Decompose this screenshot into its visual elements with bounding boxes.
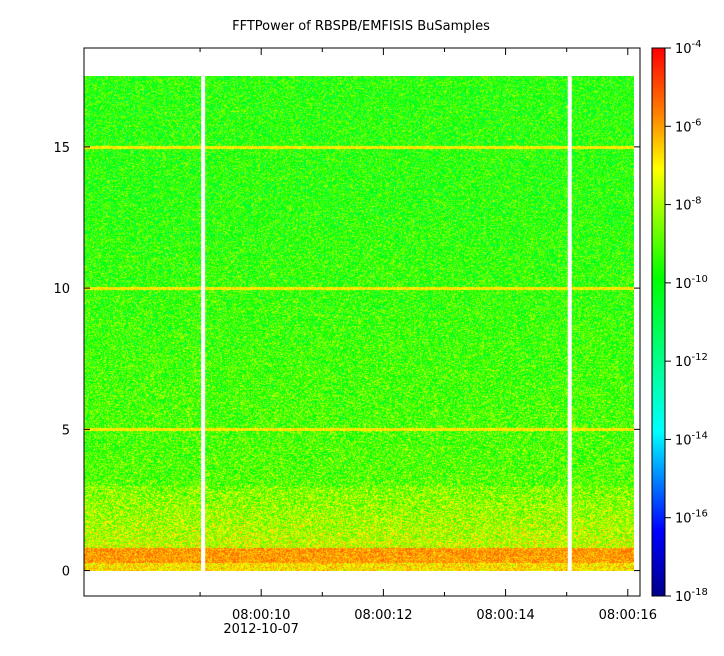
y-axis: 0 5 10 15 [53, 141, 640, 580]
x-tick-label: 08:00:12 [354, 608, 412, 623]
chart-title: FFTPower of RBSPB/EMFISIS BuSamples [232, 19, 490, 34]
colorbar-tick-label: 10-10 [675, 274, 708, 292]
colorbar-tick-label: 10-8 [675, 196, 702, 214]
colorbar-tick-label: 10-4 [675, 39, 702, 57]
x-tick-label: 08:00:16 [599, 608, 657, 623]
x-tick-date-label: 2012-10-07 [223, 622, 299, 637]
plot-area [83, 47, 641, 597]
colorbar-tick-label: 10-12 [675, 352, 708, 370]
data-gaps [201, 76, 572, 571]
y-tick-label: 5 [62, 423, 70, 438]
x-tick-label: 08:00:10 [232, 608, 290, 623]
colorbar-tick-label: 10-18 [675, 587, 708, 605]
y-tick-label: 10 [53, 282, 70, 297]
plot-frame [83, 47, 641, 597]
colorbar-gradient [651, 47, 666, 597]
colorbar: 10-4 10-6 10-8 10-10 10-12 10-14 10-16 10-18 [651, 39, 708, 605]
x-tick-label: 08:00:14 [476, 608, 534, 623]
colorbar-tick-label: 10-16 [675, 509, 708, 527]
heatmap-image [84, 76, 634, 571]
colorbar-tick-label: 10-6 [675, 117, 702, 135]
colorbar-tick-label: 10-14 [675, 430, 708, 448]
colorbar-ticks: 10-4 10-6 10-8 10-10 10-12 10-14 10-16 10-18 [665, 39, 708, 605]
y-tick-label: 15 [53, 141, 70, 156]
data-gap [567, 76, 572, 571]
y-tick-label: 0 [62, 565, 70, 580]
data-gap [201, 76, 206, 571]
